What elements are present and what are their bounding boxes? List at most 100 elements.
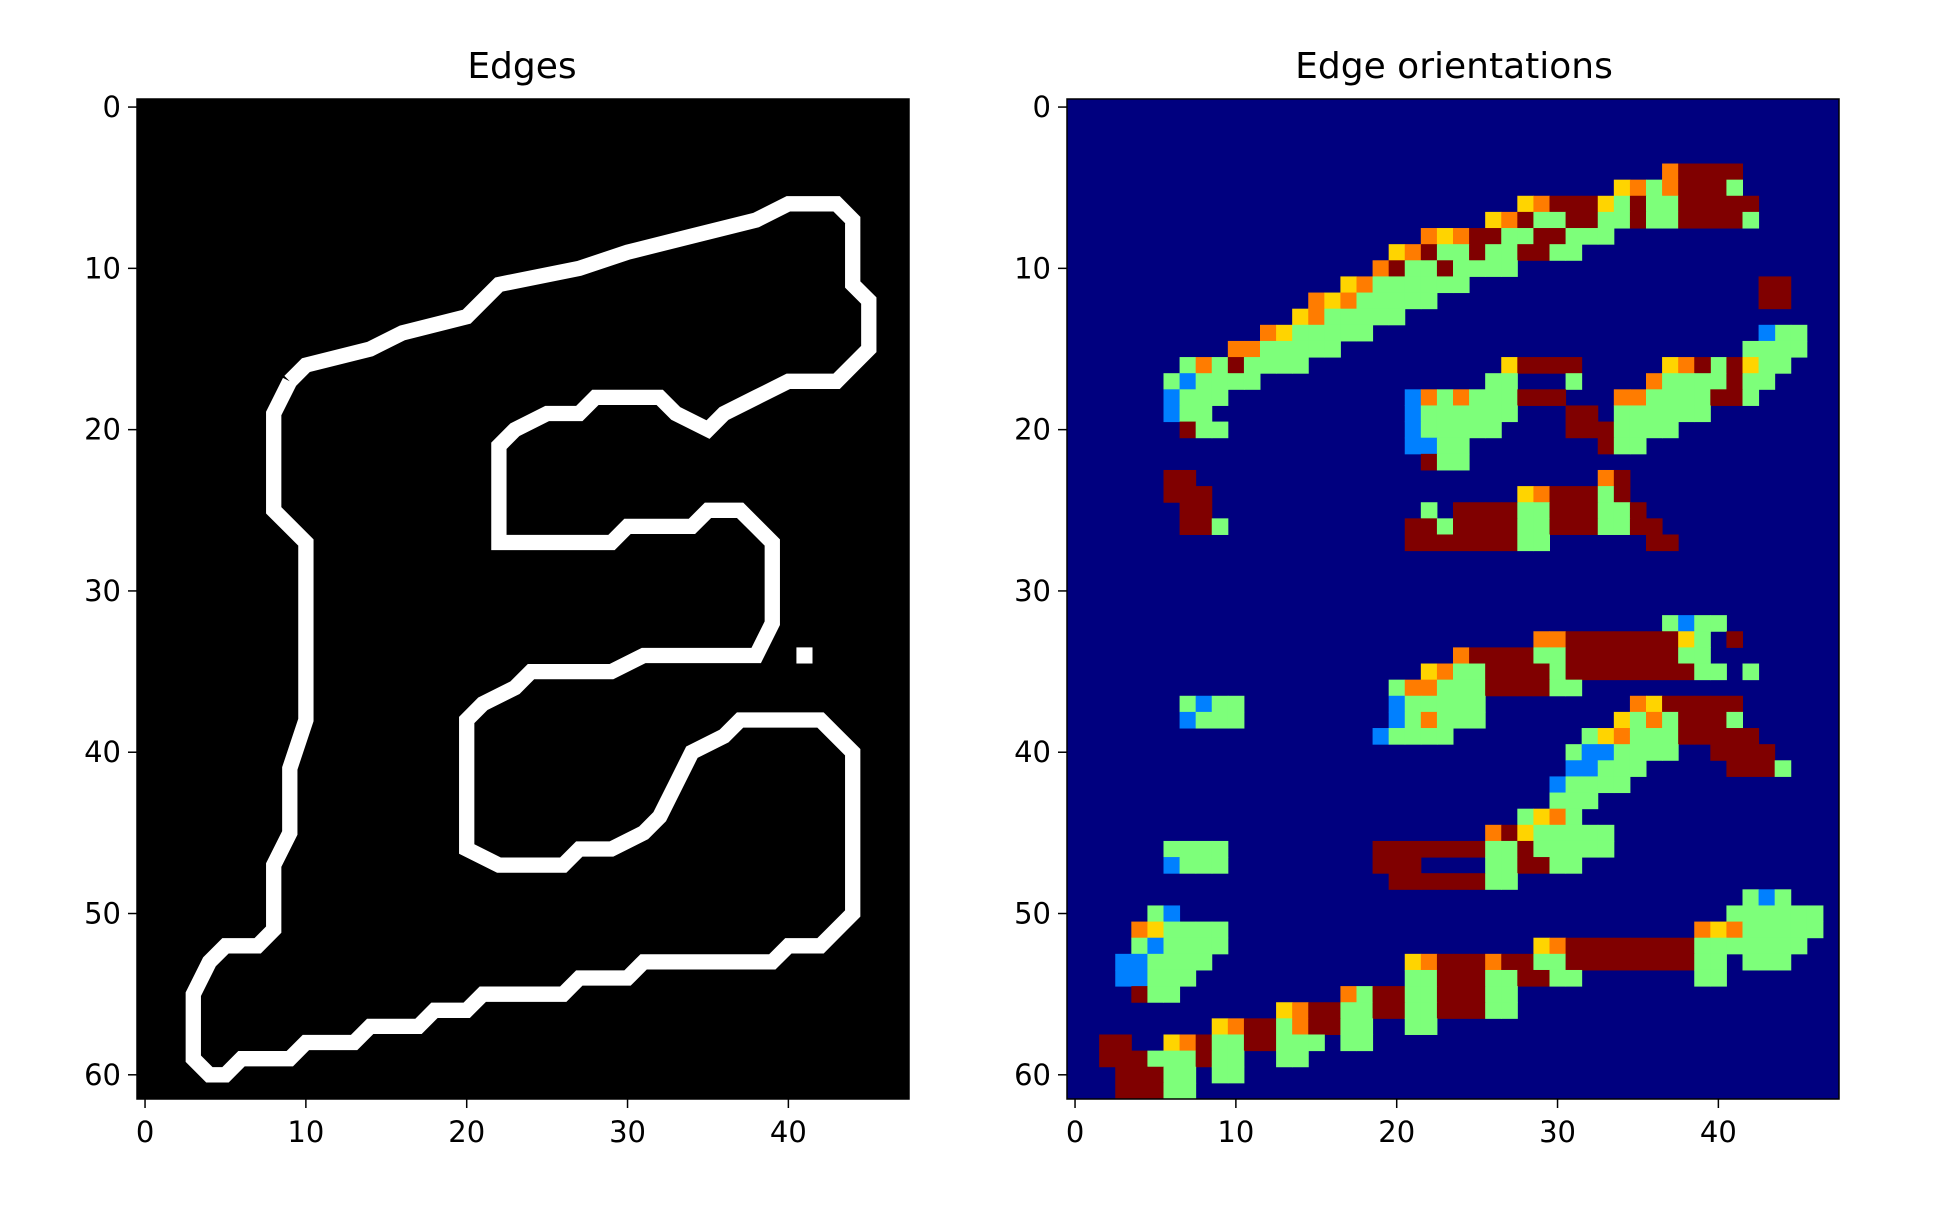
orientation-cell: [1131, 1082, 1148, 1100]
orientation-cell: [1533, 969, 1550, 987]
orientation-cell: [1694, 631, 1711, 648]
orientation-cell: [1179, 1082, 1197, 1100]
orientation-cell: [1597, 469, 1615, 487]
orientation-cell: [1742, 953, 1760, 971]
orientation-cell: [1453, 534, 1470, 552]
orientation-cell: [1565, 776, 1583, 794]
orientation-cell: [1195, 711, 1213, 729]
orientation-cell: [1469, 969, 1486, 987]
orientation-cell: [1726, 937, 1743, 955]
orientation-cell: [1710, 389, 1727, 406]
orientation-cell: [1726, 357, 1743, 374]
orientation-cell: [1517, 244, 1534, 261]
orientation-cell: [1774, 324, 1792, 342]
orientation-cell: [1613, 195, 1631, 213]
orientation-cell: [1195, 1050, 1213, 1068]
orientation-cell: [1404, 405, 1422, 423]
orientation-cell: [1517, 857, 1534, 874]
orientation-cell: [1388, 679, 1406, 697]
x-tick-label: 10: [287, 1115, 324, 1149]
orientation-cell: [1420, 405, 1438, 423]
orientation-cell: [1404, 840, 1422, 858]
orientation-cell: [1211, 857, 1229, 874]
y-tick-label: 0: [1033, 90, 1051, 124]
orientation-cell: [1227, 1050, 1245, 1068]
orientation-cell: [1227, 1066, 1245, 1084]
orientation-cell: [1436, 840, 1454, 858]
orientation-cell: [1147, 937, 1164, 955]
orientation-cell: [1758, 760, 1776, 777]
orientation-cell: [1453, 405, 1470, 423]
orientation-cell: [1179, 469, 1197, 487]
x-tick-label: 30: [609, 1115, 646, 1149]
orientation-cell: [1501, 953, 1518, 971]
orientation-cell: [1195, 486, 1213, 503]
orientation-cell: [1758, 324, 1776, 342]
orientation-cell: [1613, 760, 1631, 777]
orientation-cell: [1436, 1002, 1454, 1019]
orientation-cell: [1163, 1082, 1181, 1100]
orientation-cell: [1694, 373, 1711, 390]
edge-pixel: [796, 647, 813, 664]
orientation-cell: [1404, 1002, 1422, 1019]
orientation-cell: [1774, 937, 1792, 955]
orientation-cell: [1565, 518, 1583, 535]
orientation-cell: [1260, 357, 1277, 374]
orientation-cell: [1469, 663, 1486, 681]
orientation-cell: [1758, 292, 1776, 310]
orientation-cell: [1517, 663, 1534, 681]
orientation-cell: [1549, 969, 1567, 987]
orientation-cell: [1388, 695, 1406, 713]
orientation-cell: [1613, 486, 1631, 503]
y-tick-label: 20: [1014, 413, 1051, 447]
orientation-cell: [1694, 647, 1711, 665]
orientation-cell: [1179, 421, 1197, 439]
orientation-cell: [1726, 695, 1743, 713]
orientation-cell: [1694, 357, 1711, 374]
orientation-cell: [1195, 518, 1213, 535]
orientation-cell: [1565, 502, 1583, 519]
orientation-cell: [1597, 502, 1615, 519]
orientation-cell: [1453, 969, 1470, 987]
orientation-cell: [1211, 937, 1229, 955]
orientation-cell: [1211, 373, 1229, 390]
orientation-cell: [1115, 1050, 1132, 1068]
orientation-cell: [1179, 840, 1197, 858]
orientation-cell: [1115, 953, 1132, 971]
orientation-cell: [1565, 808, 1583, 826]
orientation-cell: [1662, 373, 1679, 390]
orientation-cell: [1694, 405, 1711, 423]
orientation-cell: [1163, 405, 1181, 423]
orientation-cell: [1227, 373, 1245, 390]
orientation-cell: [1227, 695, 1245, 713]
orientation-cell: [1485, 679, 1502, 697]
y-tick-label: 60: [1014, 1058, 1051, 1092]
edges-image: [185, 196, 877, 1083]
orientation-cell: [1678, 405, 1695, 423]
orientation-cell: [1501, 1002, 1518, 1019]
orientation-cell: [1292, 1018, 1309, 1035]
orientation-cell: [1517, 357, 1534, 374]
orientation-cell: [1533, 663, 1550, 681]
orientation-cell: [1485, 873, 1502, 890]
orientation-cell: [1292, 308, 1309, 326]
orientation-cell: [1195, 1034, 1213, 1052]
orientation-cell: [1742, 905, 1760, 923]
orientation-cell: [1211, 518, 1229, 535]
orientation-cell: [1517, 953, 1534, 971]
orientation-cell: [1565, 357, 1583, 374]
orientation-cell: [1549, 389, 1567, 406]
orientation-cell: [1340, 292, 1357, 310]
orientation-cell: [1533, 357, 1550, 374]
orientation-cell: [1147, 1066, 1164, 1084]
orientation-cell: [1565, 792, 1583, 810]
y-tick-label: 10: [84, 251, 121, 285]
orientation-cell: [1662, 211, 1679, 229]
orientation-cell: [1211, 389, 1229, 406]
orientation-cell: [1517, 824, 1534, 842]
orientation-cell: [1774, 292, 1792, 310]
orientation-cell: [1710, 357, 1727, 374]
orientation-cell: [1517, 808, 1534, 826]
orientation-cell: [1501, 824, 1518, 842]
orientation-cell: [1388, 244, 1406, 261]
